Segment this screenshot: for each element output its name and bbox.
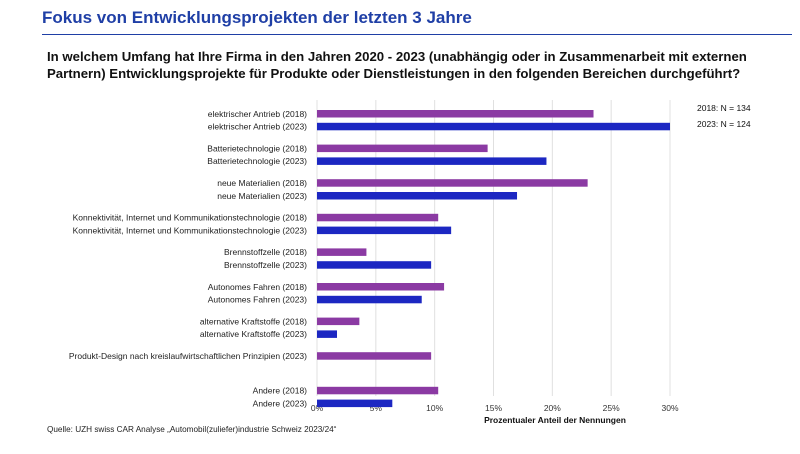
x-tick-label: 0% <box>311 403 324 413</box>
bar-2018 <box>317 352 432 360</box>
bar-2023 <box>317 157 547 165</box>
bar-2023 <box>317 295 422 304</box>
survey-question: In welchem Umfang hat Ihre Firma in den … <box>47 49 747 81</box>
bar-2023 <box>317 226 452 235</box>
category-label: alternative Kraftstoffe (2023) <box>200 329 307 339</box>
bar-2023 <box>317 192 518 200</box>
category-label: neue Materialien (2018) <box>217 178 307 188</box>
category-label: Brennstoffzelle (2023) <box>224 260 307 270</box>
category-label: Autonomes Fahren (2023) <box>208 295 307 305</box>
category-label: Andere (2023) <box>253 398 308 408</box>
category-label: Konnektivität, Internet und Kommunikatio… <box>73 225 308 235</box>
bar-2018 <box>317 386 439 395</box>
category-label: Produkt-Design nach kreislaufwirtschaftl… <box>69 351 307 361</box>
category-label: neue Materialien (2023) <box>217 191 307 201</box>
bar-2018 <box>317 144 488 153</box>
category-label: alternative Kraftstoffe (2018) <box>200 316 307 326</box>
category-label: elektrischer Antrieb (2023) <box>208 122 307 132</box>
x-tick-label: 15% <box>485 403 502 413</box>
category-label: elektrischer Antrieb (2018) <box>208 109 307 119</box>
bar-2018 <box>317 110 594 118</box>
bar-2018 <box>317 317 360 326</box>
bar-2023 <box>317 122 670 131</box>
source-note: Quelle: UZH swiss CAR Analyse „Automobil… <box>47 425 337 434</box>
x-tick-label: 10% <box>426 403 443 413</box>
bar-2018 <box>317 179 588 187</box>
category-label: Brennstoffzelle (2018) <box>224 247 307 257</box>
bar-2018 <box>317 248 367 256</box>
bar-2023 <box>317 261 432 269</box>
bar-2023 <box>317 330 338 338</box>
category-label: Batterietechnologie (2018) <box>207 143 307 153</box>
legend-entry: 2018: N = 134 <box>697 103 751 113</box>
x-tick-label: 5% <box>370 403 383 413</box>
bar-2018 <box>317 283 445 291</box>
category-label: Andere (2018) <box>253 386 308 396</box>
legend-entry: 2023: N = 124 <box>697 119 751 129</box>
bar-2023 <box>317 399 393 408</box>
x-axis-title: Prozentualer Anteil der Nennungen <box>484 415 626 425</box>
category-label: Batterietechnologie (2023) <box>207 156 307 166</box>
category-label: Autonomes Fahren (2018) <box>208 282 307 292</box>
slide-title: Fokus von Entwicklungsprojekten der letz… <box>42 8 472 27</box>
bar-2018 <box>317 213 439 222</box>
x-tick-label: 30% <box>661 403 678 413</box>
x-tick-label: 25% <box>603 403 620 413</box>
title-divider <box>42 34 792 35</box>
category-label: Konnektivität, Internet und Kommunikatio… <box>73 213 308 223</box>
x-tick-label: 20% <box>544 403 561 413</box>
